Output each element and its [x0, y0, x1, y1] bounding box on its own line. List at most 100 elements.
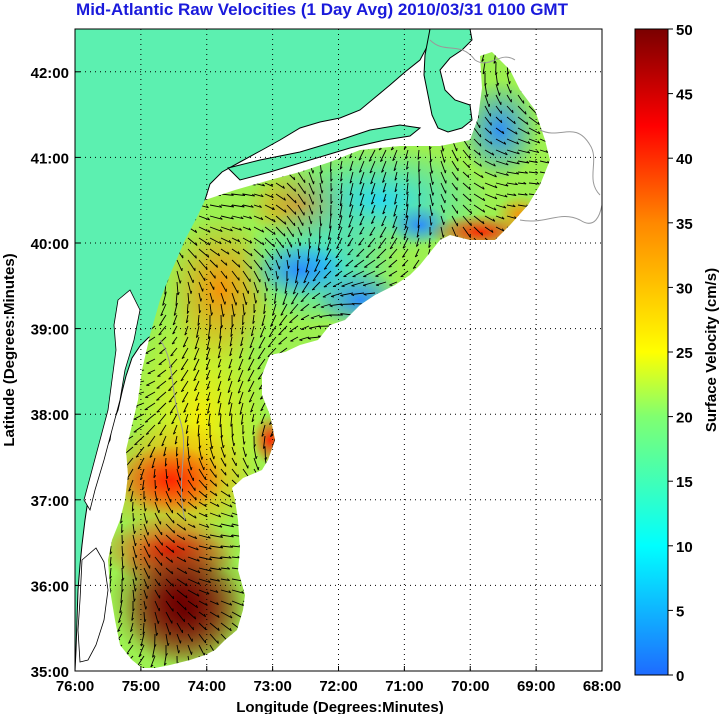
velocity-vector	[209, 259, 218, 268]
velocity-vector-head	[253, 444, 256, 448]
velocity-vector-head	[406, 191, 409, 195]
velocity-vector	[317, 237, 321, 251]
velocity-vector	[248, 347, 255, 360]
velocity-vector	[429, 193, 434, 206]
velocity-vector-head	[382, 180, 386, 183]
velocity-vector-head	[180, 368, 184, 371]
velocity-vector	[343, 270, 354, 277]
velocity-vector	[144, 413, 156, 423]
velocity-vector-head	[195, 496, 197, 501]
velocity-vector	[154, 534, 163, 546]
velocity-vector	[187, 611, 197, 620]
velocity-vector	[506, 138, 519, 145]
velocity-vector-head	[227, 251, 230, 255]
velocity-vector	[140, 633, 145, 647]
velocity-vector	[286, 248, 291, 258]
velocity-vector	[154, 622, 158, 636]
velocity-vector	[286, 259, 289, 269]
velocity-vector-head	[349, 204, 353, 207]
velocity-vector	[154, 545, 163, 556]
velocity-vector-head	[348, 214, 352, 218]
velocity-vector-head	[429, 232, 432, 236]
velocity-vector-head	[150, 675, 153, 677]
velocity-vector	[176, 270, 181, 284]
velocity-vector-head	[177, 292, 180, 296]
velocity-vector-head	[261, 433, 265, 437]
velocity-vector	[383, 193, 387, 202]
velocity-vector-head	[363, 293, 367, 296]
velocity-vector-head	[174, 687, 176, 689]
velocity-vector	[131, 611, 134, 621]
velocity-vector-head	[195, 604, 199, 608]
velocity-vector	[341, 281, 354, 287]
velocity-vector	[389, 281, 398, 286]
velocity-vector	[462, 171, 470, 178]
velocity-vector-head	[468, 164, 470, 168]
x-tick-label: 70:00	[451, 678, 489, 695]
velocity-vector	[198, 237, 211, 246]
velocity-vector	[517, 171, 528, 174]
velocity-vector-head	[310, 220, 313, 225]
velocity-vector	[517, 182, 527, 185]
velocity-vector	[440, 160, 446, 174]
velocity-vector	[247, 358, 255, 371]
velocity-vector	[231, 435, 235, 447]
velocity-vector	[110, 678, 122, 682]
velocity-vector-head	[217, 614, 220, 618]
velocity-vector-head	[284, 290, 288, 294]
velocity-vector-head	[217, 627, 220, 631]
velocity-vector	[157, 413, 167, 425]
velocity-vector-head	[388, 256, 393, 259]
velocity-vector	[187, 512, 197, 519]
velocity-vector	[278, 336, 288, 345]
velocity-vector	[227, 369, 233, 381]
velocity-vector	[231, 589, 244, 594]
velocity-vector	[242, 226, 252, 231]
velocity-vector	[275, 270, 278, 280]
velocity-vector	[495, 204, 506, 209]
velocity-vector	[264, 215, 276, 223]
velocity-vector	[308, 237, 310, 249]
velocity-vector-head	[307, 258, 310, 262]
velocity-vector	[220, 446, 226, 458]
velocity-vector-head	[340, 191, 343, 194]
velocity-vector	[340, 182, 343, 194]
velocity-vector	[278, 325, 288, 336]
velocity-vector	[248, 380, 255, 393]
velocity-vector	[209, 303, 212, 316]
velocity-vector	[165, 512, 175, 524]
velocity-vector-head	[359, 170, 362, 173]
velocity-vector-head	[225, 275, 228, 279]
velocity-vector-head	[500, 119, 503, 123]
velocity-vector	[198, 567, 212, 572]
velocity-vector	[250, 325, 255, 337]
velocity-vector-head	[136, 675, 139, 676]
velocity-vector-head	[218, 412, 221, 416]
velocity-vector	[197, 314, 200, 326]
velocity-vector-head	[237, 379, 241, 383]
velocity-vector-head	[208, 423, 211, 427]
velocity-vector	[335, 259, 343, 267]
velocity-vector-head	[237, 474, 239, 478]
velocity-vector	[312, 303, 321, 309]
velocity-vector	[154, 578, 160, 586]
velocity-vector-head	[206, 398, 210, 402]
velocity-vector	[323, 259, 332, 270]
velocity-vector	[264, 226, 276, 235]
velocity-vector-head	[173, 431, 176, 435]
velocity-vector	[229, 347, 233, 357]
velocity-vector	[393, 160, 398, 171]
velocity-vector	[156, 391, 167, 401]
velocity-vector	[132, 556, 137, 570]
velocity-vector-head	[295, 280, 298, 284]
velocity-vector-head	[349, 168, 353, 172]
velocity-vector-head	[356, 255, 360, 257]
velocity-vector-head	[501, 216, 505, 220]
velocity-vector-head	[128, 641, 132, 644]
velocity-vector	[326, 237, 332, 251]
velocity-vector-head	[228, 401, 231, 405]
velocity-vector-head	[318, 325, 322, 329]
velocity-vector	[275, 248, 282, 260]
velocity-vector	[193, 358, 200, 371]
velocity-vector	[156, 402, 167, 413]
